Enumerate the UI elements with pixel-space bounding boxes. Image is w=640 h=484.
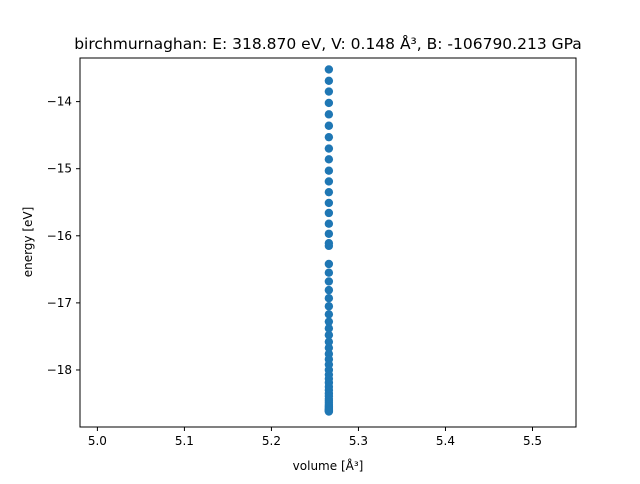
x-tick-label: 5.2 — [262, 434, 281, 448]
data-point — [324, 208, 334, 218]
data-point — [324, 198, 334, 208]
y-axis-ticks: −18 −17 −16 −15 −14 — [47, 95, 80, 377]
y-tick-label: −14 — [47, 95, 72, 109]
data-point — [324, 65, 334, 74]
x-tick-label: 5.1 — [175, 434, 194, 448]
data-point — [324, 407, 334, 416]
data-point — [324, 259, 334, 269]
data-point — [324, 268, 334, 277]
y-tick-label: −17 — [47, 296, 72, 310]
data-point — [324, 343, 334, 353]
data-point — [324, 121, 334, 130]
y-tick-label: −18 — [47, 363, 72, 377]
data-point — [324, 76, 334, 86]
data-point — [324, 229, 334, 238]
data-point — [324, 337, 334, 346]
data-point — [324, 324, 334, 333]
x-axis-ticks: 5.0 5.1 5.2 5.3 5.4 5.5 — [88, 427, 542, 448]
data-point — [324, 277, 334, 286]
x-axis-label: volume [Å³] — [293, 458, 364, 473]
y-tick-label: −15 — [47, 162, 72, 176]
data-point — [324, 285, 334, 295]
data-point — [324, 110, 334, 119]
x-tick-label: 5.0 — [88, 434, 107, 448]
data-point — [324, 219, 334, 228]
data-point — [324, 310, 334, 319]
data-point — [324, 302, 334, 311]
data-point — [324, 241, 334, 251]
data-point — [324, 293, 334, 303]
x-tick-label: 5.3 — [349, 434, 368, 448]
plot-frame — [79, 57, 577, 428]
data-point — [324, 98, 334, 108]
data-point — [324, 87, 334, 96]
x-tick-label: 5.5 — [523, 434, 542, 448]
y-axis-label: energy [eV] — [21, 207, 35, 278]
data-point — [324, 144, 334, 153]
data-point — [324, 132, 334, 142]
data-points — [324, 65, 334, 416]
x-tick-label: 5.4 — [436, 434, 455, 448]
data-point — [324, 187, 334, 197]
y-tick-label: −16 — [47, 229, 72, 243]
data-point — [324, 177, 334, 186]
data-point — [324, 166, 334, 175]
data-point — [324, 155, 334, 164]
data-point — [324, 317, 334, 326]
chart-title: birchmurnaghan: E: 318.870 eV, V: 0.148 … — [74, 34, 582, 53]
data-point — [324, 330, 334, 340]
